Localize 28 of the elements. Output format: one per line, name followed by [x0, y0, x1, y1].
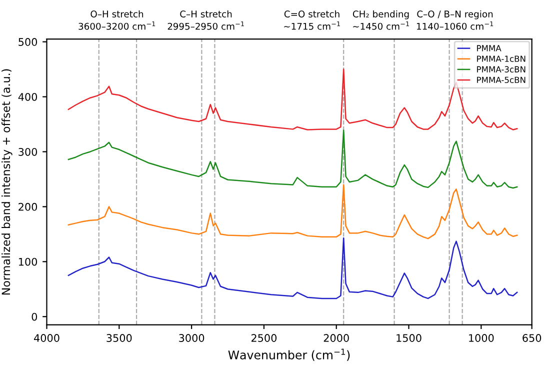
x-tick-label: 3500: [106, 334, 132, 342]
text: O–H stretch 3600–3200 cm$^{−1}$: [78, 10, 156, 30]
y-tick-label: 300: [18, 148, 38, 156]
x-tick-label: 1000: [469, 334, 494, 342]
line-series: [68, 237, 518, 300]
y-axis-title: Normalized band intensity + offset (a.u.): [2, 69, 12, 295]
text: C–O / B–N region 1140–1060 cm$^{−1}$: [417, 10, 494, 30]
y-tick-label: 500: [18, 38, 38, 46]
legend-label: PMMA-3cBN: [477, 66, 526, 72]
text: C–H stretch 2995–2950 cm$^{−1}$: [168, 10, 244, 30]
y-tick-label: 100: [18, 258, 38, 266]
x-tick-label: 4000: [34, 334, 60, 342]
legend-label: PMMA-1cBN: [477, 56, 526, 62]
y-tick-label: 0: [32, 312, 38, 321]
line-series: [68, 184, 518, 240]
x-tick-label: 1500: [396, 334, 422, 342]
y-tick-label: 400: [18, 92, 38, 101]
y-tick-label: 200: [18, 202, 38, 211]
text: C=O stretch ~1715 cm$^{−1}$: [284, 10, 340, 30]
x-tick-label: 650: [522, 334, 542, 342]
line-series: [68, 130, 518, 189]
x-tick-label: 2000: [324, 334, 349, 342]
text: CH₂ bending ~1450 cm$^{−1}$: [352, 10, 409, 30]
x-tick-label: 2500: [251, 334, 277, 342]
legend-label: PMMA-5cBN: [477, 76, 526, 84]
x-tick-label: 3000: [179, 334, 204, 342]
x-axis-title: Wavenumber (cm$^{−1}$): [228, 348, 350, 361]
legend-label: PMMA: [477, 45, 502, 52]
